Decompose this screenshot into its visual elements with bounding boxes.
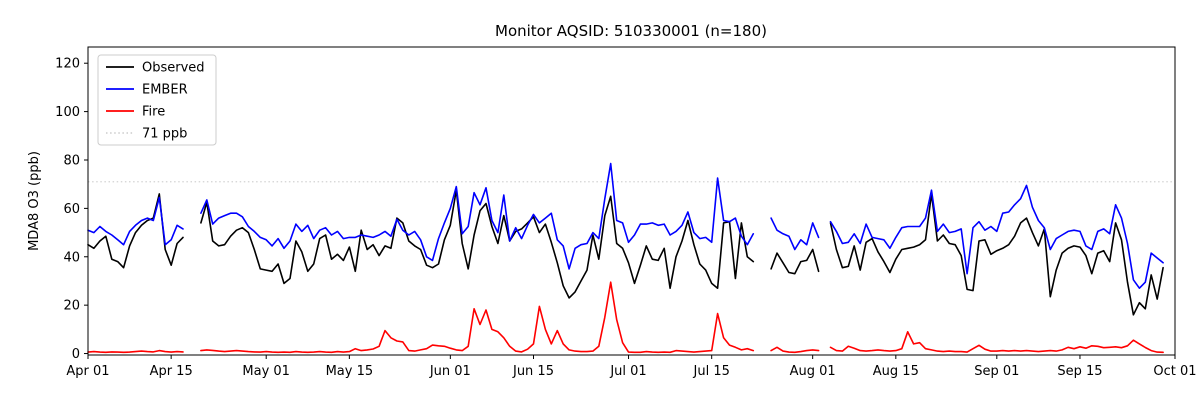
x-tick-label: Apr 01 bbox=[66, 364, 109, 379]
plot-area: 0 20 40 60 80 100 120 Apr 01 Apr 15 May 01 May 15 J… bbox=[55, 46, 1197, 379]
y-tick-label: 20 bbox=[63, 299, 80, 314]
plot-background bbox=[88, 47, 1175, 355]
y-axis-label: MDA8 O3 (ppb) bbox=[27, 151, 42, 251]
legend-label-71-ppb: 71 ppb bbox=[142, 127, 187, 142]
legend-label-observed: Observed bbox=[142, 61, 205, 76]
x-tick-label: Jun 01 bbox=[429, 364, 471, 379]
y-tick-label: 100 bbox=[55, 105, 80, 120]
series-line-observed bbox=[87, 189, 1164, 316]
legend-box bbox=[97, 54, 217, 146]
y-tick-label: 120 bbox=[55, 57, 80, 72]
x-tick-label: Jul 15 bbox=[693, 364, 730, 379]
legend-label-fire: Fire bbox=[142, 105, 165, 120]
x-tick-label: Jul 01 bbox=[609, 364, 646, 379]
x-tick-label: Aug 01 bbox=[790, 364, 836, 379]
axes-spines bbox=[87, 46, 1176, 356]
y-tick-label: 0 bbox=[72, 347, 80, 362]
y-tick-label: 80 bbox=[63, 153, 80, 168]
x-tick-label: Jun 15 bbox=[512, 364, 554, 379]
x-tick-label: Aug 15 bbox=[873, 364, 919, 379]
x-tick-label: Sep 15 bbox=[1057, 364, 1102, 379]
legend-label-ember: EMBER bbox=[142, 83, 188, 98]
x-tick-label: Apr 15 bbox=[150, 364, 193, 379]
chart-title: Monitor AQSID: 510330001 (n=180) bbox=[495, 22, 767, 40]
x-tick-label: Sep 01 bbox=[974, 364, 1019, 379]
series-line-fire bbox=[87, 281, 1164, 354]
y-tick-label: 40 bbox=[63, 250, 80, 265]
x-tick-label: May 15 bbox=[326, 364, 374, 379]
x-tick-label: Oct 01 bbox=[1153, 364, 1196, 379]
series-line-ember bbox=[87, 162, 1164, 289]
x-tick-label: May 01 bbox=[242, 364, 290, 379]
y-tick-label: 60 bbox=[63, 202, 80, 217]
